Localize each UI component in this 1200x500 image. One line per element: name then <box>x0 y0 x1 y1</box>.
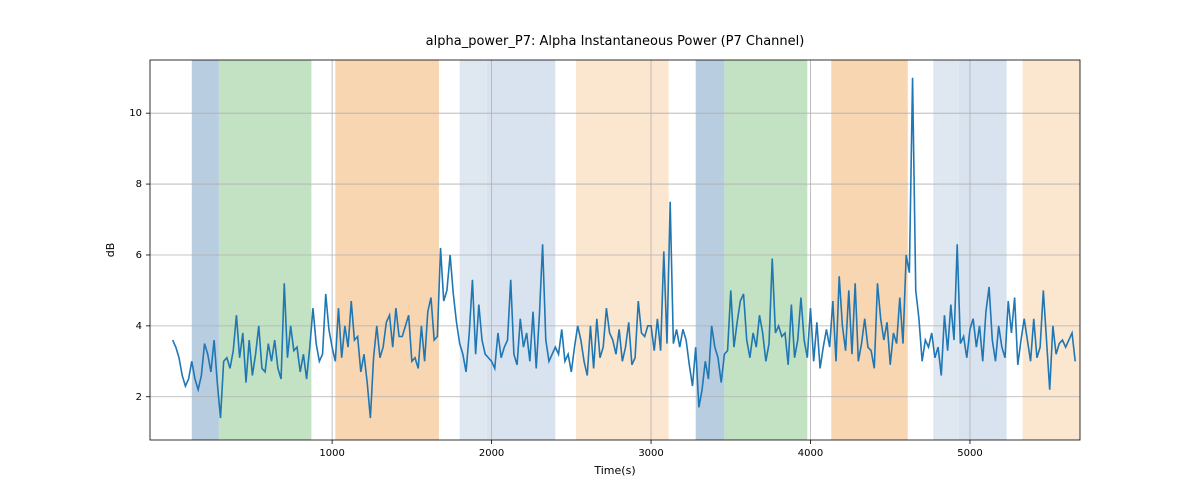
chart-container: alpha_power_P7: Alpha Instantaneous Powe… <box>0 0 1200 500</box>
y-tick-label: 6 <box>136 250 142 261</box>
y-tick-label: 8 <box>136 179 142 190</box>
x-tick-label: 4000 <box>798 448 823 459</box>
x-tick-label: 3000 <box>638 448 663 459</box>
y-tick-label: 10 <box>129 108 142 119</box>
x-axis-ticks: 1000 2000 3000 4000 5000 <box>319 440 982 459</box>
band <box>933 60 959 440</box>
band <box>1023 60 1080 440</box>
band <box>696 60 725 440</box>
band <box>959 60 1007 440</box>
x-tick-label: 1000 <box>319 448 344 459</box>
band <box>831 60 908 440</box>
band <box>335 60 439 440</box>
x-tick-label: 2000 <box>479 448 504 459</box>
x-axis-label: Time(s) <box>593 464 635 477</box>
band <box>576 60 668 440</box>
y-tick-label: 4 <box>136 321 142 332</box>
chart-svg: alpha_power_P7: Alpha Instantaneous Powe… <box>0 0 1200 500</box>
x-tick-label: 5000 <box>957 448 982 459</box>
y-tick-label: 2 <box>136 392 142 403</box>
chart-title: alpha_power_P7: Alpha Instantaneous Powe… <box>426 34 805 49</box>
band <box>460 60 487 440</box>
band <box>487 60 556 440</box>
y-axis-ticks: 2 4 6 8 10 <box>129 108 150 403</box>
y-axis-label: dB <box>104 243 117 258</box>
background-bands <box>192 60 1080 440</box>
band <box>724 60 807 440</box>
band <box>219 60 311 440</box>
